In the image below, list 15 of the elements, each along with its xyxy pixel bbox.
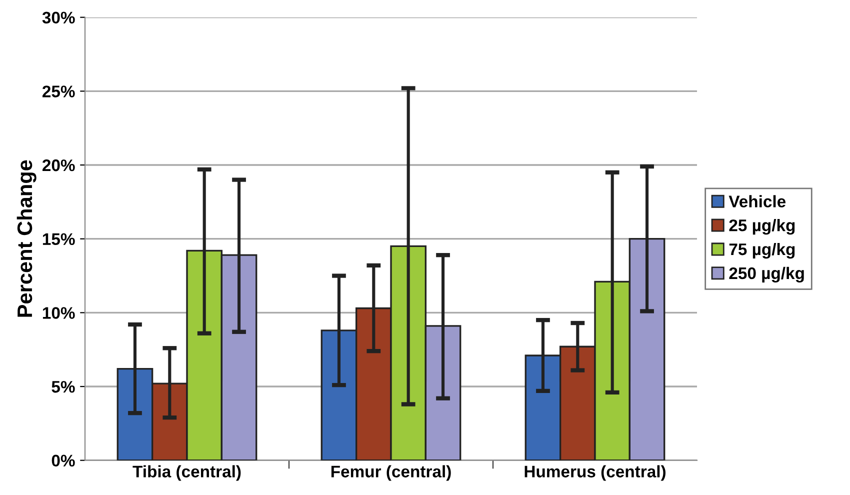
legend-label: Vehicle (728, 195, 786, 208)
y-tick-label: 25% (42, 86, 75, 98)
x-tick-label: Femur (central) (331, 465, 451, 481)
y-axis-title: Percent Change (16, 160, 36, 317)
y-tick-label: 20% (42, 159, 75, 172)
y-tick-label: 30% (42, 12, 75, 24)
y-tick-label: 10% (42, 307, 75, 319)
legend-label: 25 µg/kg (729, 219, 795, 235)
y-tick-label: 5% (52, 380, 75, 393)
y-tick-label: 0% (52, 454, 75, 467)
legend-label: 250 µg/kg (729, 266, 804, 283)
x-tick-label: Humerus (central) (524, 465, 666, 481)
y-tick-label: 15% (42, 233, 75, 246)
x-tick-label: Tibia (central) (132, 465, 241, 481)
legend-label: 75 µg/kg (729, 242, 795, 259)
